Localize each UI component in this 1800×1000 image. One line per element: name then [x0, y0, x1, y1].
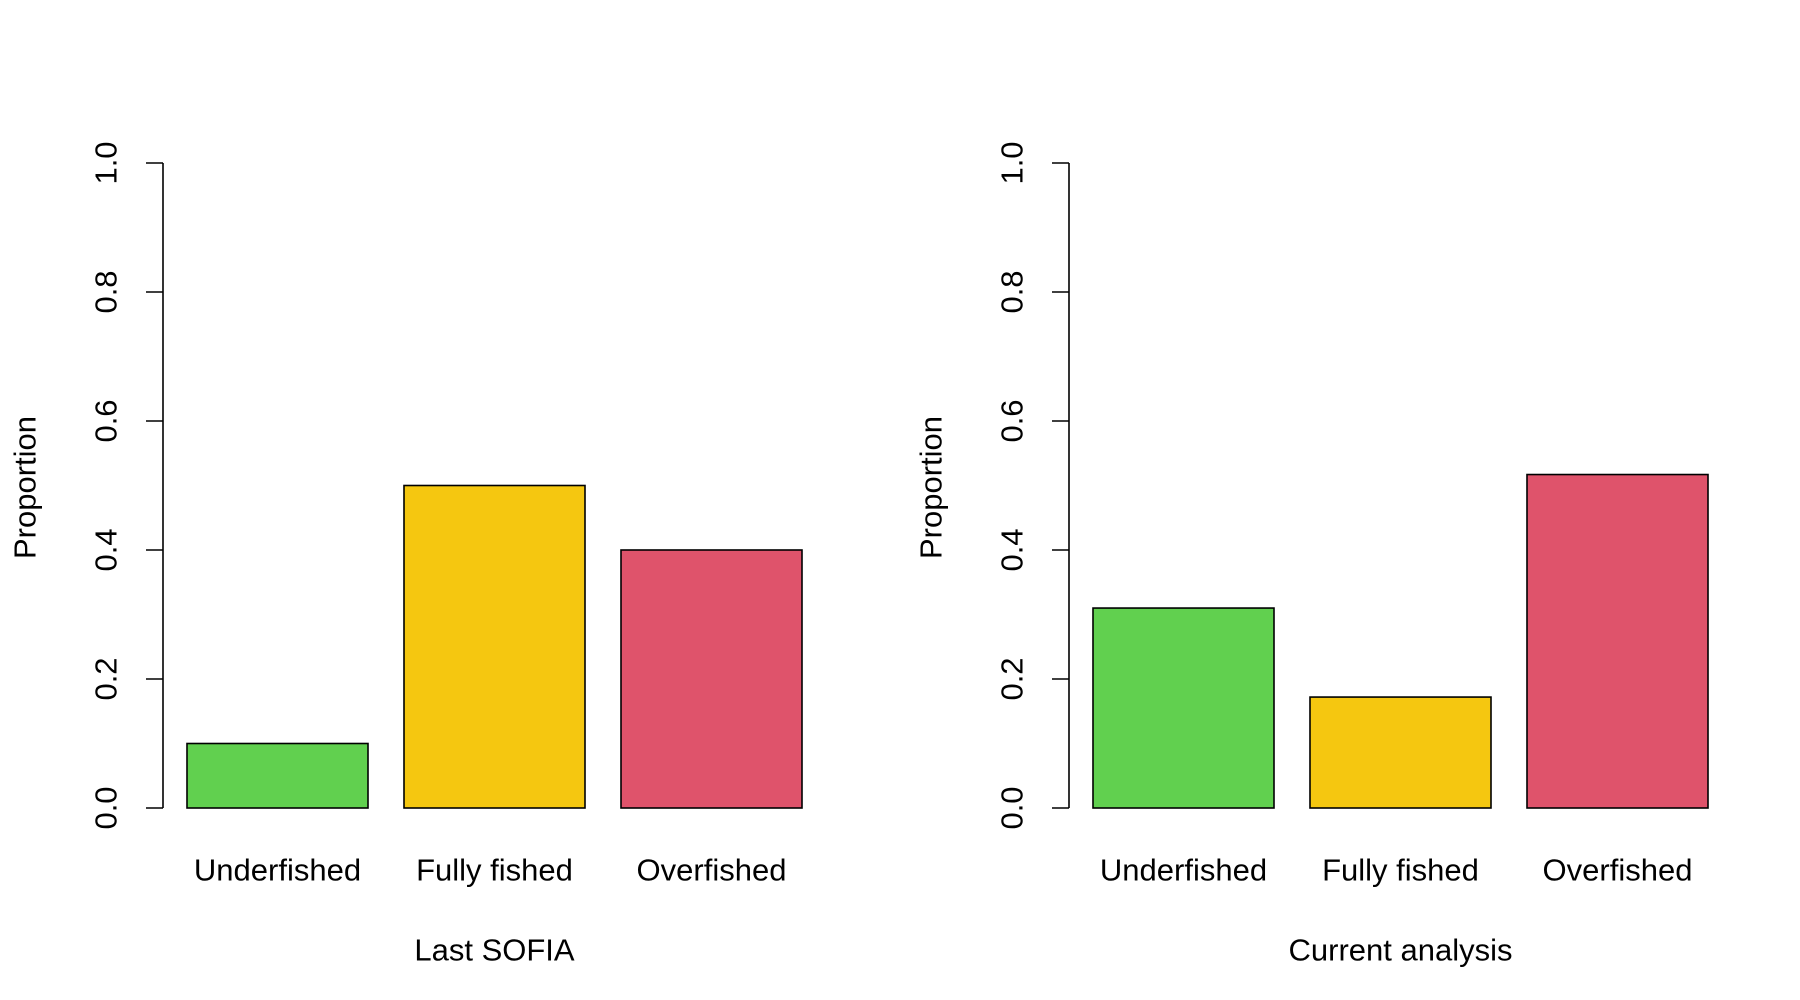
chart-panel-1: 0.0 0.2 0.4 0.6 0.8 1.0 Proportion Underfished F… [8, 141, 803, 968]
x-axis-label: Last SOFIA [414, 933, 575, 968]
y-tick-label: 1.0 [995, 141, 1030, 184]
chart-panel-2: 0.0 0.2 0.4 0.6 0.8 1.0 Proportion Underfished F… [914, 141, 1709, 968]
y-tick-label: 0.4 [89, 528, 124, 571]
y-tick-label: 0.6 [89, 399, 124, 442]
x-category-label: Underfished [194, 853, 361, 888]
y-tick-label: 1.0 [89, 141, 124, 184]
y-axis-label: Proportion [8, 416, 43, 559]
y-tick-label: 0.2 [995, 657, 1030, 700]
y-tick-label: 0.8 [995, 270, 1030, 313]
y-axis-label: Proportion [914, 416, 949, 559]
bar-overfished [1526, 473, 1709, 809]
bar-overfished [620, 549, 803, 809]
bar-fully-fished [403, 484, 586, 809]
y-tick-label: 0.4 [995, 528, 1030, 571]
x-category-label: Overfished [637, 853, 787, 888]
x-category-label: Underfished [1100, 853, 1267, 888]
bar-underfished [1092, 607, 1275, 809]
x-category-label: Overfished [1543, 853, 1693, 888]
bar-fully-fished [1309, 696, 1492, 809]
x-category-label: Fully fished [1322, 853, 1479, 888]
bar-underfished [186, 742, 369, 809]
x-category-label: Fully fished [416, 853, 573, 888]
x-axis-label: Current analysis [1289, 933, 1513, 968]
y-tick-label: 0.6 [995, 399, 1030, 442]
y-tick-label: 0.0 [89, 786, 124, 829]
y-tick-label: 0.2 [89, 657, 124, 700]
y-tick-label: 0.8 [89, 270, 124, 313]
y-tick-label: 0.0 [995, 786, 1030, 829]
